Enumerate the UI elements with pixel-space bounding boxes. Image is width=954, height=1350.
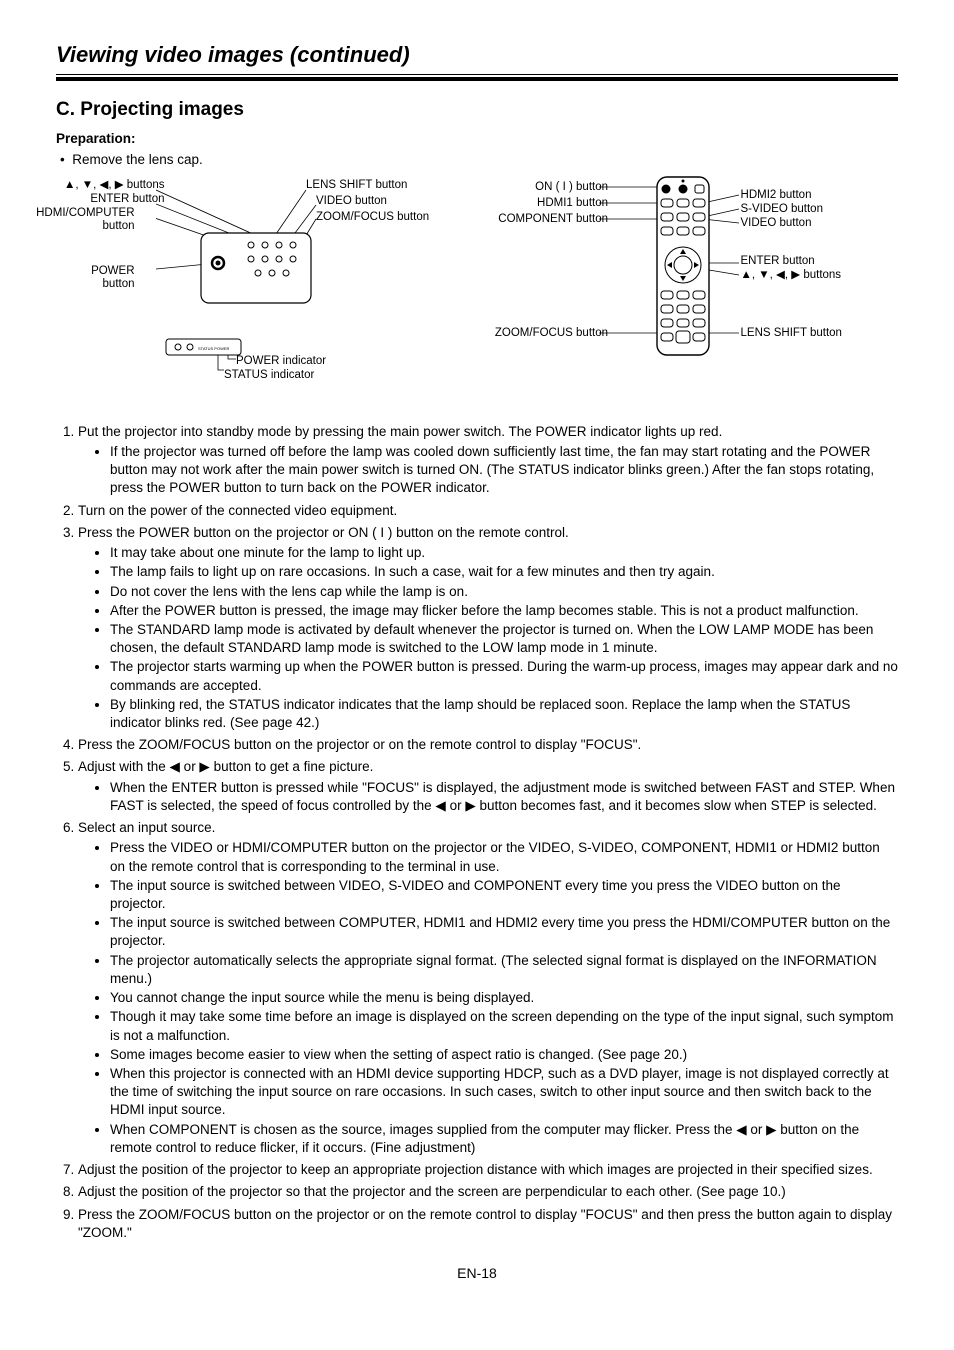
step-text: Adjust the position of the projector to … bbox=[78, 1162, 873, 1177]
step-sublist: When the ENTER button is pressed while "… bbox=[86, 779, 898, 815]
page-title: Viewing video images (continued) bbox=[56, 40, 898, 75]
step-subitem: The STANDARD lamp mode is activated by d… bbox=[110, 621, 898, 657]
step-item: Select an input source. Press the VIDEO o… bbox=[78, 819, 898, 1157]
step-subitem: The lamp fails to light up on rare occas… bbox=[110, 563, 898, 581]
step-item: Adjust the position of the projector to … bbox=[78, 1161, 898, 1179]
step-text: Press the ZOOM/FOCUS button on the proje… bbox=[78, 737, 641, 752]
preparation-item-text: Remove the lens cap. bbox=[72, 152, 203, 167]
step-item: Adjust the position of the projector so … bbox=[78, 1183, 898, 1201]
label-hdmi-computer-button: HDMI/COMPUTER button bbox=[36, 207, 134, 233]
step-subitem: Some images become easier to view when t… bbox=[110, 1046, 898, 1064]
step-item: Adjust with the ◀ or ▶ button to get a f… bbox=[78, 758, 898, 815]
label-arrows-buttons: ▲, ▼, ◀, ▶ buttons bbox=[64, 179, 165, 192]
step-item: Turn on the power of the connected video… bbox=[78, 502, 898, 520]
remote-diagram: ON ( I ) button HDMI1 button COMPONENT b… bbox=[479, 175, 898, 405]
step-text: Press the POWER button on the projector … bbox=[78, 525, 569, 540]
step-item: Press the POWER button on the projector … bbox=[78, 524, 898, 732]
step-subitem: The projector automatically selects the … bbox=[110, 952, 898, 988]
step-item: Press the ZOOM/FOCUS button on the proje… bbox=[78, 736, 898, 754]
step-text: Adjust the position of the projector so … bbox=[78, 1184, 786, 1199]
step-text: Press the ZOOM/FOCUS button on the proje… bbox=[78, 1207, 892, 1240]
step-subitem: When the ENTER button is pressed while "… bbox=[110, 779, 898, 815]
step-subitem: After the POWER button is pressed, the i… bbox=[110, 602, 898, 620]
step-subitem: You cannot change the input source while… bbox=[110, 989, 898, 1007]
label-hdmi1-button: HDMI1 button bbox=[537, 197, 608, 210]
step-subitem: The input source is switched between VID… bbox=[110, 877, 898, 913]
step-text: Adjust with the ◀ or ▶ button to get a f… bbox=[78, 759, 373, 774]
page-footer: EN-18 bbox=[56, 1264, 898, 1283]
step-subitem: It may take about one minute for the lam… bbox=[110, 544, 898, 562]
step-subitem: When this projector is connected with an… bbox=[110, 1065, 898, 1120]
step-text: Put the projector into standby mode by p… bbox=[78, 424, 722, 439]
step-subitem: The projector starts warming up when the… bbox=[110, 658, 898, 694]
step-text: Turn on the power of the connected video… bbox=[78, 503, 397, 518]
label-enter-button: ENTER button bbox=[90, 193, 164, 206]
section-title: C. Projecting images bbox=[56, 97, 898, 123]
step-subitem: The input source is switched between COM… bbox=[110, 914, 898, 950]
preparation-item: • Remove the lens cap. bbox=[60, 151, 898, 169]
step-subitem: Press the VIDEO or HDMI/COMPUTER button … bbox=[110, 839, 898, 875]
label-on-button: ON ( I ) button bbox=[535, 181, 608, 194]
steps-list: Put the projector into standby mode by p… bbox=[56, 423, 898, 1242]
step-sublist: It may take about one minute for the lam… bbox=[86, 544, 898, 732]
diagram-row: ▲, ▼, ◀, ▶ buttons ENTER button HDMI/COM… bbox=[56, 175, 898, 405]
projector-top-icon bbox=[156, 185, 366, 335]
remote-icon bbox=[599, 175, 799, 375]
projector-indicator-icon: STATUS POWER bbox=[156, 335, 256, 375]
step-subitem: Though it may take some time before an i… bbox=[110, 1008, 898, 1044]
label-power-button: POWER button bbox=[56, 265, 135, 291]
step-subitem: When COMPONENT is chosen as the source, … bbox=[110, 1121, 898, 1157]
step-subitem: If the projector was turned off before t… bbox=[110, 443, 898, 498]
title-bar bbox=[56, 77, 898, 81]
step-subitem: By blinking red, the STATUS indicator in… bbox=[110, 696, 898, 732]
label-component-button: COMPONENT button bbox=[498, 213, 608, 226]
svg-text:STATUS POWER: STATUS POWER bbox=[198, 346, 230, 351]
label-zoom-focus-button-remote: ZOOM/FOCUS button bbox=[495, 327, 608, 340]
preparation-label: Preparation: bbox=[56, 130, 898, 148]
step-subitem: Do not cover the lens with the lens cap … bbox=[110, 583, 898, 601]
step-sublist: If the projector was turned off before t… bbox=[86, 443, 898, 498]
projector-diagram: ▲, ▼, ◀, ▶ buttons ENTER button HDMI/COM… bbox=[56, 175, 455, 405]
step-item: Press the ZOOM/FOCUS button on the proje… bbox=[78, 1206, 898, 1242]
step-item: Put the projector into standby mode by p… bbox=[78, 423, 898, 498]
step-sublist: Press the VIDEO or HDMI/COMPUTER button … bbox=[86, 839, 898, 1157]
step-text: Select an input source. bbox=[78, 820, 215, 835]
